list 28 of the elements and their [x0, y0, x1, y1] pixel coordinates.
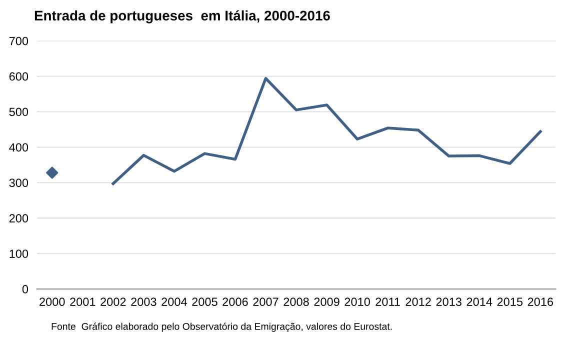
- x-tick-label: 2007: [253, 298, 278, 306]
- y-tick-label: 600: [9, 72, 28, 81]
- y-tick-label: 100: [10, 250, 28, 258]
- x-tick-label: 2009: [314, 298, 340, 306]
- source-note: Fonte Gráfico elaborado pelo Observatório da Emigração, valores do Eurostat.: [52, 322, 392, 332]
- x-tick-label: 2008: [284, 298, 309, 306]
- y-tick-label: 200: [9, 214, 28, 222]
- x-tick-label: 2004: [162, 298, 187, 306]
- x-tick-label: 2001: [70, 298, 96, 306]
- x-tick-label: 2003: [131, 298, 156, 306]
- x-tick-label: 2000: [40, 298, 65, 306]
- x-tick-label: 2005: [192, 298, 218, 306]
- x-tick-label: 2006: [222, 298, 248, 306]
- y-tick-label: 300: [9, 178, 28, 188]
- x-tick-label: 2013: [436, 298, 462, 306]
- x-tick-label: 2016: [528, 298, 554, 306]
- chart-title: Entrada de portugueses em Itália, 2000-2016: [34, 10, 330, 24]
- y-tick-label: 500: [9, 108, 28, 116]
- x-tick-label: 2002: [100, 298, 126, 306]
- y-tick-label: 400: [9, 143, 28, 152]
- x-tick-label: 2015: [497, 298, 523, 306]
- x-tick-label: 2012: [406, 298, 431, 306]
- y-tick-label: 0: [22, 285, 28, 294]
- y-tick-label: 700: [9, 36, 28, 46]
- line-series: [112, 76, 542, 186]
- x-tick-label: 2011: [376, 298, 400, 306]
- x-tick-label: 2010: [344, 298, 370, 306]
- x-tick-label: 2014: [466, 298, 492, 306]
